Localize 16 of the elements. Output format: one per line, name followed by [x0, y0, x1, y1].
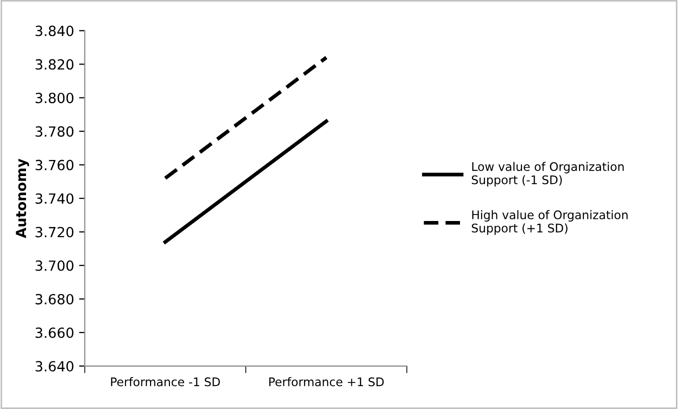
- y-tick-label: 3.780: [36, 126, 74, 137]
- y-tick-label: 3.840: [36, 26, 74, 36]
- y-tick-label: 3.760: [36, 160, 74, 170]
- legend-label: Low value of Organization Support (-1 SD): [472, 162, 624, 187]
- y-tick-label: 3.800: [36, 92, 74, 104]
- legend-label: High value of Organization Support (+1 SD): [472, 210, 628, 235]
- y-axis-title: Autonomy: [16, 158, 30, 238]
- x-tick-label: Performance +1 SD: [269, 377, 384, 386]
- x-tick-label: Performance -1 SD: [111, 377, 220, 386]
- y-tick-label: 3.640: [36, 361, 74, 372]
- y-tick-label: 3.680: [36, 294, 74, 304]
- y-tick-label: 3.720: [36, 226, 74, 238]
- y-tick-label: 3.660: [36, 327, 74, 338]
- y-tick-label: 3.740: [36, 193, 74, 204]
- y-tick-label: 3.820: [36, 59, 74, 70]
- y-tick-label: 3.700: [36, 260, 74, 271]
